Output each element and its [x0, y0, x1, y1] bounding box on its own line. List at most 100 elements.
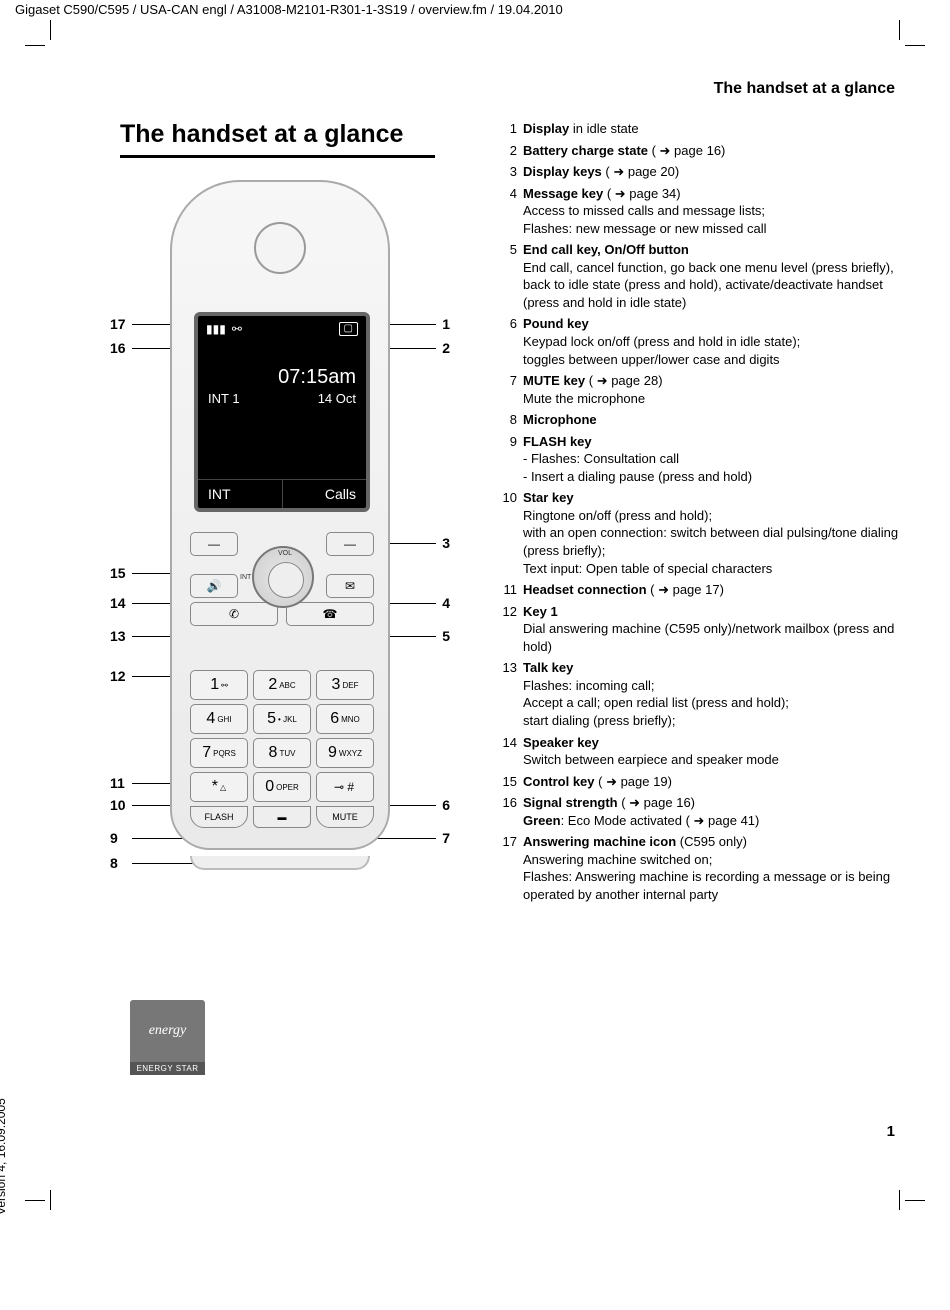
talk-key: ✆ — [190, 602, 278, 626]
legend-num: 1 — [495, 120, 517, 138]
crop-mark — [25, 1200, 45, 1201]
key-2: 2ABC — [253, 670, 311, 700]
callout-13: 13 — [110, 628, 126, 644]
keypad: 1⚯ 2ABC 3DEF 4GHI 5• JKL 6MNO 7PQRS 8TUV… — [190, 670, 374, 828]
crop-mark — [50, 1190, 51, 1210]
legend-item: 14Speaker keySwitch between earpiece and… — [495, 734, 900, 769]
legend-item: 16Signal strength ( ➜ page 16)Green: Eco… — [495, 794, 900, 829]
legend-body: Signal strength ( ➜ page 16)Green: Eco M… — [523, 794, 900, 829]
legend-num: 16 — [495, 794, 517, 829]
mid-keys: — — VOL INT 🔊 ✉ ✆ ☎ — [190, 532, 374, 662]
message-key: ✉ — [326, 574, 374, 598]
callout-16: 16 — [110, 340, 126, 356]
legend-item: 10Star keyRingtone on/off (press and hol… — [495, 489, 900, 577]
legend-num: 12 — [495, 603, 517, 656]
legend: 1 Display in idle state 2 Battery charge st… — [495, 120, 900, 907]
softkey-right: Calls — [283, 480, 367, 508]
handset-diagram: 17 16 15 14 13 12 11 10 9 8 1 2 3 4 5 6 … — [110, 170, 450, 900]
speaker-key: 🔊 — [190, 574, 238, 598]
mute-key: MUTE — [316, 806, 374, 828]
callout-3: 3 — [442, 535, 450, 551]
legend-num: 10 — [495, 489, 517, 577]
legend-body: End call key, On/Off buttonEnd call, can… — [523, 241, 900, 311]
legend-item: 13Talk keyFlashes: incoming call;Accept … — [495, 659, 900, 729]
screen-date: 14 Oct — [318, 391, 356, 406]
legend-body: Headset connection ( ➜ page 17) — [523, 581, 900, 599]
legend-body: Display in idle state — [523, 120, 900, 138]
key-8: 8TUV — [253, 738, 311, 768]
legend-item: 6Pound keyKeypad lock on/off (press and … — [495, 315, 900, 368]
crop-mark — [25, 45, 45, 46]
key-0: 0OPER — [253, 772, 311, 802]
legend-body: Key 1Dial answering machine (C595 only)/… — [523, 603, 900, 656]
crop-mark — [905, 45, 925, 46]
legend-body: Control key ( ➜ page 19) — [523, 773, 900, 791]
energy-star-top: energy — [130, 1000, 205, 1062]
callout-2: 2 — [442, 340, 450, 356]
legend-item: 15Control key ( ➜ page 19) — [495, 773, 900, 791]
legend-item: 11Headset connection ( ➜ page 17) — [495, 581, 900, 599]
callout-5: 5 — [442, 628, 450, 644]
key-3: 3DEF — [316, 670, 374, 700]
legend-body: FLASH key- Flashes: Consultation call- I… — [523, 433, 900, 486]
callout-17: 17 — [110, 316, 126, 332]
legend-item: 8 Microphone — [495, 411, 900, 429]
callout-1: 1 — [442, 316, 450, 332]
key-4: 4GHI — [190, 704, 248, 734]
callout-15: 15 — [110, 565, 126, 581]
signal-icon: ▮▮▮ — [206, 322, 226, 336]
legend-num: 8 — [495, 411, 517, 429]
legend-body: MUTE key ( ➜ page 28)Mute the microphone — [523, 372, 900, 407]
display-key-right: — — [326, 532, 374, 556]
crop-mark — [905, 1200, 925, 1201]
page-number: 1 — [887, 1123, 895, 1140]
key-9: 9WXYZ — [316, 738, 374, 768]
callout-10: 10 — [110, 797, 126, 813]
phone: ▮▮▮ ⚯ ▢ 07:15am INT 1 14 Oct INT Calls —… — [170, 180, 390, 870]
doc-header: Gigaset C590/C595 / USA-CAN engl / A3100… — [15, 2, 563, 17]
legend-item: 12Key 1Dial answering machine (C595 only… — [495, 603, 900, 656]
battery-icon: ▢ — [339, 322, 358, 336]
legend-item: 3Display keys ( ➜ page 20) — [495, 163, 900, 181]
phone-body: ▮▮▮ ⚯ ▢ 07:15am INT 1 14 Oct INT Calls —… — [170, 180, 390, 850]
legend-num: 13 — [495, 659, 517, 729]
key-star: *△ — [190, 772, 248, 802]
key-5: 5• JKL — [253, 704, 311, 734]
version-text: Version 4, 16.09.2005 — [0, 1098, 8, 1215]
earpiece — [254, 222, 306, 274]
flash-key: FLASH — [190, 806, 248, 828]
legend-item: 7MUTE key ( ➜ page 28)Mute the microphon… — [495, 372, 900, 407]
int-label: INT — [240, 574, 251, 581]
end-key: ☎ — [286, 602, 374, 626]
legend-body: Talk keyFlashes: incoming call;Accept a … — [523, 659, 900, 729]
key-1: 1⚯ — [190, 670, 248, 700]
voicemail-icon: ⚯ — [232, 322, 242, 336]
legend-body: Battery charge state ( ➜ page 16) — [523, 142, 900, 160]
screen-time: 07:15am — [198, 366, 366, 389]
legend-body: Speaker keySwitch between earpiece and s… — [523, 734, 900, 769]
callout-12: 12 — [110, 668, 126, 684]
legend-body: Microphone — [523, 411, 900, 429]
legend-item: 1 Display in idle state — [495, 120, 900, 138]
legend-num: 3 — [495, 163, 517, 181]
callout-9: 9 — [110, 830, 118, 846]
page-title: The handset at a glance — [120, 120, 435, 158]
legend-num: 2 — [495, 142, 517, 160]
crop-mark — [899, 20, 900, 40]
screen: ▮▮▮ ⚯ ▢ 07:15am INT 1 14 Oct INT Calls — [194, 312, 370, 512]
control-key: VOL INT — [252, 546, 314, 608]
legend-num: 7 — [495, 372, 517, 407]
callout-4: 4 — [442, 595, 450, 611]
legend-body: Pound keyKeypad lock on/off (press and h… — [523, 315, 900, 368]
legend-num: 9 — [495, 433, 517, 486]
callout-14: 14 — [110, 595, 126, 611]
energy-star-logo: energy ENERGY STAR — [130, 1000, 205, 1075]
key-pound: ⊸ # — [316, 772, 374, 802]
vol-label: VOL — [278, 550, 292, 557]
callout-11: 11 — [110, 775, 125, 791]
section-header: The handset at a glance — [714, 80, 895, 98]
crop-mark — [50, 20, 51, 40]
crop-mark — [899, 1190, 900, 1210]
legend-item: 5End call key, On/Off buttonEnd call, ca… — [495, 241, 900, 311]
energy-star-bottom: ENERGY STAR — [130, 1062, 205, 1075]
